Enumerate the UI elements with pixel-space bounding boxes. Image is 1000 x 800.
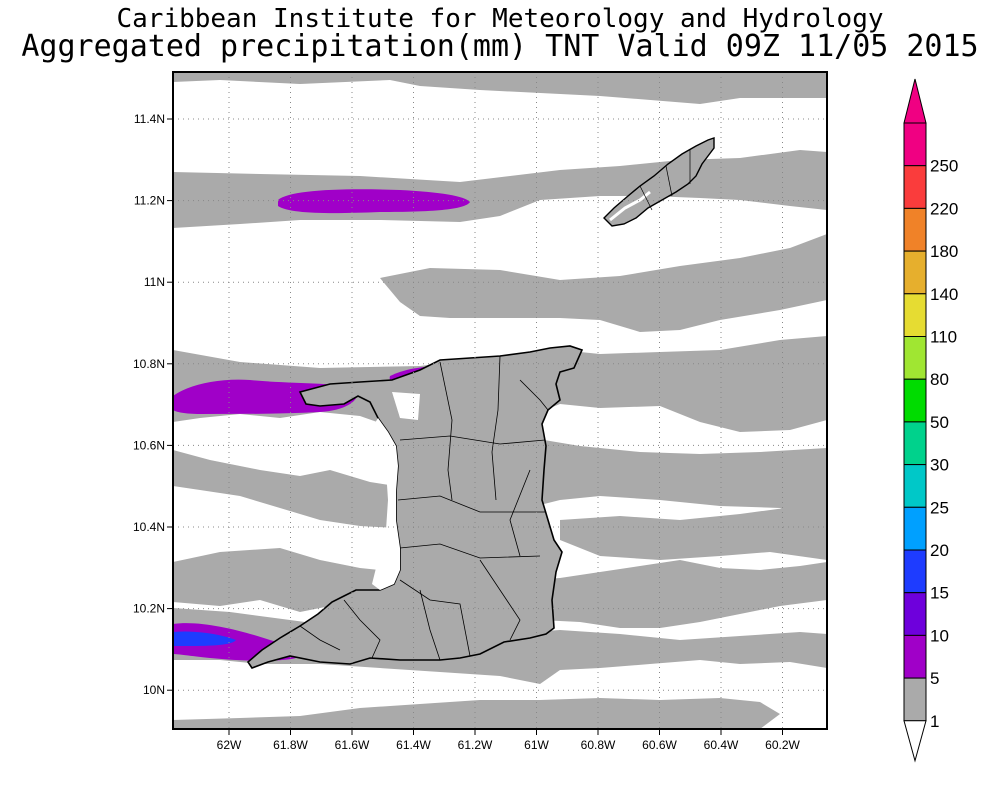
- colorbar-label: 1: [930, 712, 939, 731]
- colorbar-label: 25: [930, 498, 949, 517]
- lat-tick-label: 11.2N: [134, 194, 165, 208]
- colorbar-label: 140: [930, 285, 958, 304]
- lon-tick-label: 60.6W: [642, 738, 677, 752]
- colorbar-segment: [903, 293, 927, 337]
- colorbar-under-triangle: [903, 720, 927, 763]
- colorbar-segment: [903, 250, 927, 295]
- colorbar-segment: [903, 165, 927, 209]
- lon-tick-label: 61.4W: [396, 738, 431, 752]
- lon-tick-label: 61.2W: [458, 738, 493, 752]
- trinidad-island: [246, 345, 584, 669]
- colorbar-segment: [903, 336, 927, 380]
- lat-tick-label: 10.6N: [133, 438, 165, 452]
- lat-tick-label: 10.2N: [133, 602, 165, 616]
- lon-tick-label: 61W: [524, 738, 549, 752]
- colorbar-label: 30: [930, 456, 949, 475]
- colorbar-label: 10: [930, 626, 949, 645]
- colorbar-label: 180: [930, 242, 958, 261]
- colorbar-segment: [903, 634, 927, 679]
- colorbar-segment: [903, 506, 927, 551]
- lat-tick-label: 10N: [143, 683, 165, 697]
- colorbar-segment: [903, 677, 927, 722]
- colorbar-over-triangle: [903, 78, 927, 124]
- lon-tick-label: 62W: [217, 738, 242, 752]
- map-gridlines: [173, 72, 827, 729]
- plot-frame: [172, 71, 828, 730]
- colorbar-segment: [903, 122, 927, 167]
- lat-tick-label: 10.4N: [133, 520, 165, 534]
- lat-tick-label: 10.8N: [133, 357, 165, 371]
- latitude-axis: 11.4N 11.2N 11N 10.8N 10.6N 10.4N 10.2N 10N: [133, 112, 173, 697]
- colorbar-label: 250: [930, 157, 958, 176]
- colorbar-segment: [903, 378, 927, 423]
- colorbar-segment: [903, 421, 927, 466]
- colorbar-segment: [903, 592, 927, 636]
- lon-tick-label: 60.4W: [704, 738, 739, 752]
- longitude-axis: 62W 61.8W 61.6W 61.4W 61.2W 61W 60.8W 60.6W 60.4…: [217, 729, 801, 752]
- colorbar-label: 50: [930, 413, 949, 432]
- precip-15-20mm-area: [173, 631, 236, 646]
- colorbar-label: 80: [930, 370, 949, 389]
- colorbar-label: 220: [930, 199, 958, 218]
- lat-tick-label: 11N: [144, 275, 165, 289]
- colorbar-label: 15: [930, 584, 949, 603]
- colorbar-segment: [903, 549, 927, 594]
- map-title: Caribbean Institute for Meteorology and …: [116, 4, 884, 34]
- colorbar-label: 20: [930, 541, 949, 560]
- colorbar-segment: [903, 207, 927, 252]
- colorbar-label: 5: [930, 669, 939, 688]
- colorbar-segment: [903, 464, 927, 508]
- precipitation-field: [173, 72, 827, 729]
- lon-tick-label: 61.8W: [273, 738, 308, 752]
- map-subtitle: Aggregated precipitation(mm) TNT Valid 0…: [21, 29, 979, 64]
- trinidad-boundaries: [299, 355, 549, 661]
- lon-tick-label: 60.8W: [581, 738, 616, 752]
- colorbar-label: 110: [930, 328, 957, 347]
- lon-tick-label: 60.2W: [765, 738, 800, 752]
- lat-tick-label: 11.4N: [134, 112, 165, 126]
- lon-tick-label: 61.6W: [335, 738, 370, 752]
